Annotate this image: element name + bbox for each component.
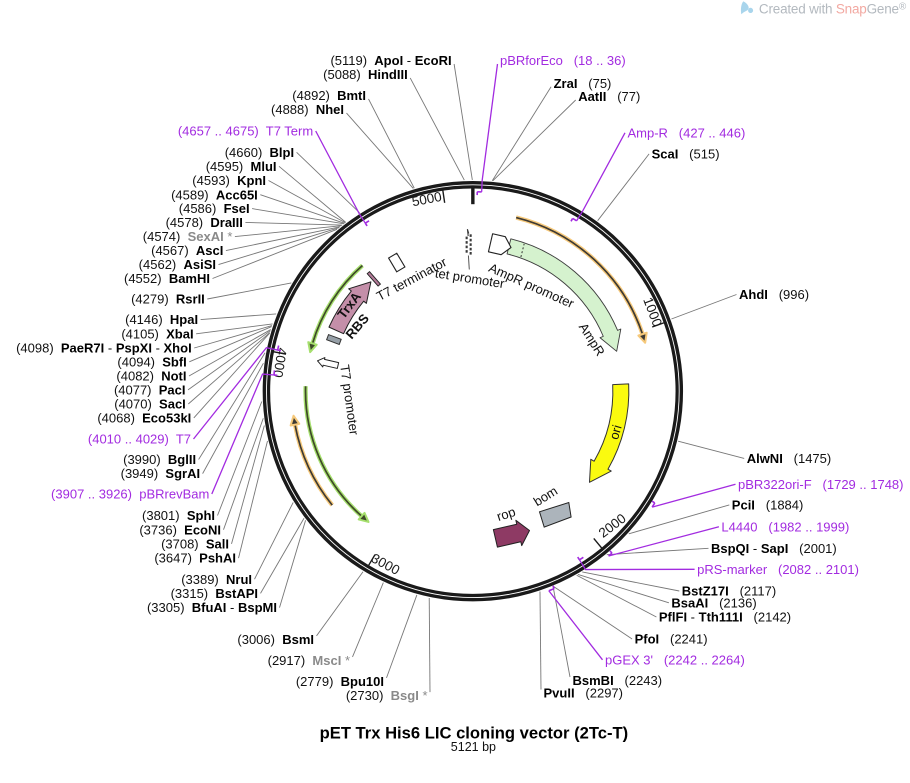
svg-text:(4892) BmtI: (4892) BmtI — [292, 88, 366, 103]
svg-text:(3990) BglII: (3990) BglII — [123, 452, 196, 467]
svg-text:(4105) XbaI: (4105) XbaI — [121, 326, 193, 341]
svg-text:(4098) PaeR7I - PspXI - XhoI: (4098) PaeR7I - PspXI - XhoI — [16, 341, 192, 356]
svg-text:(4888) NheI: (4888) NheI — [271, 102, 344, 117]
svg-text:(5119) ApoI - EcoRI: (5119) ApoI - EcoRI — [330, 53, 451, 68]
svg-text:Amp-R (427 .. 446): Amp-R (427 .. 446) — [628, 125, 746, 140]
svg-text:PvuII (2297): PvuII (2297) — [544, 686, 624, 701]
svg-text:(3315) BstAPI: (3315) BstAPI — [171, 586, 258, 601]
svg-text:(4552) BamHI: (4552) BamHI — [124, 271, 210, 286]
svg-text:(2779) Bpu10I: (2779) Bpu10I — [296, 674, 384, 689]
svg-text:(4660) BlpI: (4660) BlpI — [225, 145, 294, 160]
svg-text:BspQI - SapI (2001): BspQI - SapI (2001) — [711, 541, 837, 556]
svg-text:(5088) HindIII: (5088) HindIII — [323, 67, 408, 82]
svg-text:(3801) SphI: (3801) SphI — [142, 508, 215, 523]
svg-text:pBRforEco (18 .. 36): pBRforEco (18 .. 36) — [500, 53, 626, 68]
svg-text:(4068) Eco53kI: (4068) Eco53kI — [97, 411, 191, 426]
svg-text:(3389) NruI: (3389) NruI — [181, 572, 252, 587]
svg-text:(4562) AsiSI: (4562) AsiSI — [139, 257, 216, 272]
svg-text:ScaI (515): ScaI (515) — [652, 147, 720, 162]
svg-text:Created with SnapGene®: Created with SnapGene® — [759, 2, 907, 17]
svg-text:(4279) RsrII: (4279) RsrII — [131, 292, 205, 307]
svg-text:(4010 .. 4029) T7: (4010 .. 4029) T7 — [88, 432, 191, 447]
svg-text:(4595) MluI: (4595) MluI — [206, 159, 277, 174]
svg-text:(4094) SbfI: (4094) SbfI — [117, 354, 186, 369]
svg-text:(4574) SexAI *: (4574) SexAI * — [143, 229, 233, 244]
svg-text:L4440 (1982 .. 1999): L4440 (1982 .. 1999) — [721, 519, 849, 534]
svg-text:(4146) HpaI: (4146) HpaI — [125, 312, 198, 327]
svg-text:5121 bp: 5121 bp — [451, 740, 496, 754]
svg-text:PflFI - Tth111I (2142): PflFI - Tth111I (2142) — [659, 610, 791, 625]
svg-text:(4578) DraIII: (4578) DraIII — [166, 215, 243, 230]
svg-text:(4077) PacI: (4077) PacI — [114, 383, 186, 398]
svg-text:(2917) MscI *: (2917) MscI * — [268, 653, 350, 668]
svg-text:(4589) Acc65I: (4589) Acc65I — [171, 187, 258, 202]
svg-text:(3305) BfuAI - BspMI: (3305) BfuAI - BspMI — [147, 600, 277, 615]
svg-text:BsaAI (2136): BsaAI (2136) — [671, 595, 756, 610]
svg-text:(4082) NotI: (4082) NotI — [116, 369, 186, 384]
svg-text:(3907 .. 3926) pBRrevBam: (3907 .. 3926) pBRrevBam — [51, 487, 209, 502]
svg-text:AhdI (996): AhdI (996) — [739, 287, 809, 302]
svg-text:pRS-marker (2082 .. 2101): pRS-marker (2082 .. 2101) — [697, 562, 859, 577]
svg-text:PciI (1884): PciI (1884) — [732, 498, 804, 513]
svg-text:pBR322ori-F (1729 .. 1748): pBR322ori-F (1729 .. 1748) — [738, 477, 903, 492]
svg-text:(4567) AscI: (4567) AscI — [151, 243, 223, 258]
svg-text:PfoI (2241): PfoI (2241) — [635, 632, 708, 647]
svg-text:AatII (77): AatII (77) — [578, 89, 640, 104]
svg-text:(3708) SalI: (3708) SalI — [161, 537, 229, 552]
svg-text:(4586) FseI: (4586) FseI — [179, 201, 250, 216]
svg-text:pGEX 3' (2242 .. 2264): pGEX 3' (2242 .. 2264) — [605, 652, 745, 667]
svg-text:(4657 .. 4675) T7 Term: (4657 .. 4675) T7 Term — [178, 124, 313, 139]
svg-text:(3949) SgrAI: (3949) SgrAI — [121, 466, 200, 481]
svg-text:(3006) BsmI: (3006) BsmI — [237, 632, 314, 647]
svg-text:(3647) PshAI: (3647) PshAI — [154, 551, 236, 566]
svg-text:(2730) BsgI *: (2730) BsgI * — [346, 688, 428, 703]
svg-text:(4593) KpnI: (4593) KpnI — [192, 173, 266, 188]
svg-text:(3736) EcoNI: (3736) EcoNI — [139, 522, 221, 537]
svg-text:AlwNI (1475): AlwNI (1475) — [747, 451, 832, 466]
svg-text:(4070) SacI: (4070) SacI — [114, 397, 186, 412]
